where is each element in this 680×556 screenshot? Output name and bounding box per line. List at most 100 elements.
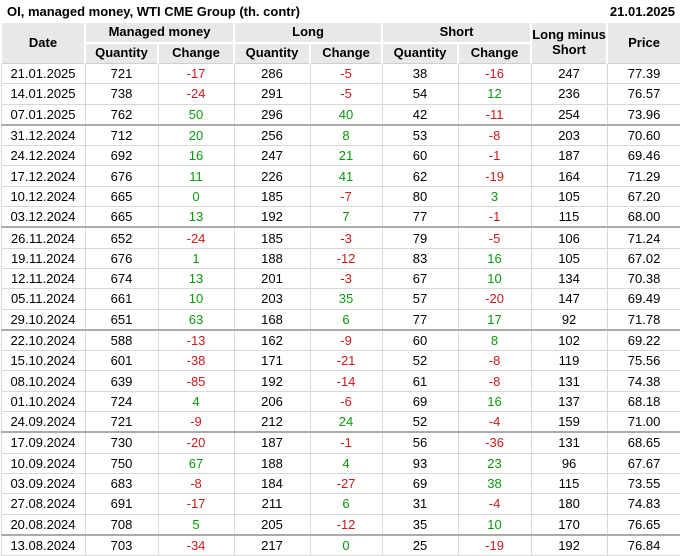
- cell-managed-money-change: -13: [157, 329, 235, 352]
- cell-price: 71.00: [606, 411, 680, 434]
- cell-price: 67.20: [606, 185, 680, 208]
- cell-long-quantity: 206: [233, 390, 311, 413]
- cell-managed-money-change: 4: [157, 390, 235, 413]
- cell-long-change: -1: [309, 431, 383, 454]
- cell-long-minus-short: 102: [530, 329, 608, 352]
- cell-short-change: 3: [457, 185, 532, 208]
- cell-managed-money-change: -8: [157, 472, 235, 495]
- cell-short-change: -19: [457, 534, 532, 556]
- cell-date: 26.11.2024: [0, 226, 86, 249]
- cell-long-minus-short: 164: [530, 165, 608, 187]
- cell-date: 14.01.2025: [0, 83, 86, 105]
- cell-long-change: 24: [309, 411, 383, 434]
- cell-short-quantity: 80: [381, 185, 459, 208]
- cell-short-change: -4: [457, 411, 532, 434]
- cell-long-minus-short: 115: [530, 472, 608, 495]
- cell-managed-money-change: -85: [157, 370, 235, 392]
- cell-managed-money-quantity: 724: [84, 390, 159, 413]
- cell-short-change: 12: [457, 83, 532, 105]
- cell-managed-money-quantity: 762: [84, 103, 159, 126]
- table-row: 17.12.2024 676 11 226 41 62 -19 164 71.2…: [0, 165, 680, 187]
- cell-managed-money-quantity: 708: [84, 513, 159, 536]
- cell-long-quantity: 188: [233, 452, 311, 474]
- table-row: 17.09.2024 730 -20 187 -1 56 -36 131 68.…: [0, 431, 680, 454]
- cell-date: 27.08.2024: [0, 493, 86, 515]
- cell-long-minus-short: 236: [530, 83, 608, 105]
- cell-managed-money-quantity: 691: [84, 493, 159, 515]
- cell-long-minus-short: 119: [530, 350, 608, 372]
- cell-managed-money-quantity: 721: [84, 411, 159, 434]
- cell-long-quantity: 212: [233, 411, 311, 434]
- cell-long-quantity: 188: [233, 247, 311, 269]
- cell-price: 73.55: [606, 472, 680, 495]
- cell-long-change: 8: [309, 124, 383, 147]
- cell-managed-money-quantity: 588: [84, 329, 159, 352]
- cell-date: 31.12.2024: [0, 124, 86, 147]
- cell-date: 05.11.2024: [0, 288, 86, 310]
- cell-short-change: 17: [457, 308, 532, 331]
- table-row: 07.01.2025 762 50 296 40 42 -11 254 73.9…: [0, 103, 680, 126]
- cell-price: 77.39: [606, 62, 680, 85]
- cell-short-change: 38: [457, 472, 532, 495]
- cell-managed-money-change: 63: [157, 308, 235, 331]
- cell-date: 01.10.2024: [0, 390, 86, 413]
- cell-short-change: 10: [457, 267, 532, 290]
- table-row: 01.10.2024 724 4 206 -6 69 16 137 68.18: [0, 390, 680, 413]
- cell-short-change: 16: [457, 247, 532, 269]
- cell-long-change: 40: [309, 103, 383, 126]
- cell-short-quantity: 57: [381, 288, 459, 310]
- cell-date: 03.12.2024: [0, 206, 86, 229]
- col-header-short-change: Change: [457, 42, 533, 64]
- cell-managed-money-change: 20: [157, 124, 235, 147]
- cell-long-change: 6: [309, 493, 383, 515]
- cell-short-quantity: 60: [381, 145, 459, 167]
- cell-date: 13.08.2024: [0, 534, 86, 556]
- cell-long-change: 4: [309, 452, 383, 474]
- cell-short-change: -8: [457, 350, 532, 372]
- cot-table: Date Managed money Long Short Long minus…: [0, 21, 680, 556]
- cell-short-change: -8: [457, 124, 532, 147]
- cell-long-change: -5: [309, 62, 383, 85]
- cell-price: 69.46: [606, 145, 680, 167]
- cell-long-quantity: 296: [233, 103, 311, 126]
- cell-long-change: 6: [309, 308, 383, 331]
- cell-long-change: -3: [309, 226, 383, 249]
- cell-price: 67.67: [606, 452, 680, 474]
- cell-short-quantity: 67: [381, 267, 459, 290]
- cell-price: 69.22: [606, 329, 680, 352]
- table-row: 15.10.2024 601 -38 171 -21 52 -8 119 75.…: [0, 350, 680, 372]
- cell-managed-money-change: -34: [157, 534, 235, 556]
- cell-short-quantity: 35: [381, 513, 459, 536]
- table-row: 13.08.2024 703 -34 217 0 25 -19 192 76.8…: [0, 534, 680, 556]
- cell-short-change: -5: [457, 226, 532, 249]
- cell-long-minus-short: 170: [530, 513, 608, 536]
- table-row: 22.10.2024 588 -13 162 -9 60 8 102 69.22: [0, 329, 680, 352]
- cell-managed-money-change: -24: [157, 83, 235, 105]
- cell-date: 12.11.2024: [0, 267, 86, 290]
- cell-long-quantity: 247: [233, 145, 311, 167]
- cell-managed-money-change: 1: [157, 247, 235, 269]
- table-row: 05.11.2024 661 10 203 35 57 -20 147 69.4…: [0, 288, 680, 310]
- cell-long-minus-short: 131: [530, 370, 608, 392]
- table-row: 08.10.2024 639 -85 192 -14 61 -8 131 74.…: [0, 370, 680, 392]
- cell-managed-money-quantity: 692: [84, 145, 159, 167]
- cell-long-minus-short: 180: [530, 493, 608, 515]
- cell-date: 19.11.2024: [0, 247, 86, 269]
- cell-long-minus-short: 134: [530, 267, 608, 290]
- cell-long-minus-short: 187: [530, 145, 608, 167]
- cell-price: 71.29: [606, 165, 680, 187]
- cell-price: 68.65: [606, 431, 680, 454]
- cell-long-quantity: 171: [233, 350, 311, 372]
- col-header-short-quantity: Quantity: [381, 42, 460, 64]
- cell-managed-money-quantity: 651: [84, 308, 159, 331]
- cell-short-change: -11: [457, 103, 532, 126]
- cell-price: 74.38: [606, 370, 680, 392]
- cell-short-quantity: 60: [381, 329, 459, 352]
- cell-short-quantity: 42: [381, 103, 459, 126]
- cell-managed-money-quantity: 712: [84, 124, 159, 147]
- table-row: 27.08.2024 691 -17 211 6 31 -4 180 74.83: [0, 493, 680, 515]
- cell-long-minus-short: 254: [530, 103, 608, 126]
- cell-price: 76.65: [606, 513, 680, 536]
- table-row: 10.12.2024 665 0 185 -7 80 3 105 67.20: [0, 185, 680, 208]
- cell-long-quantity: 185: [233, 185, 311, 208]
